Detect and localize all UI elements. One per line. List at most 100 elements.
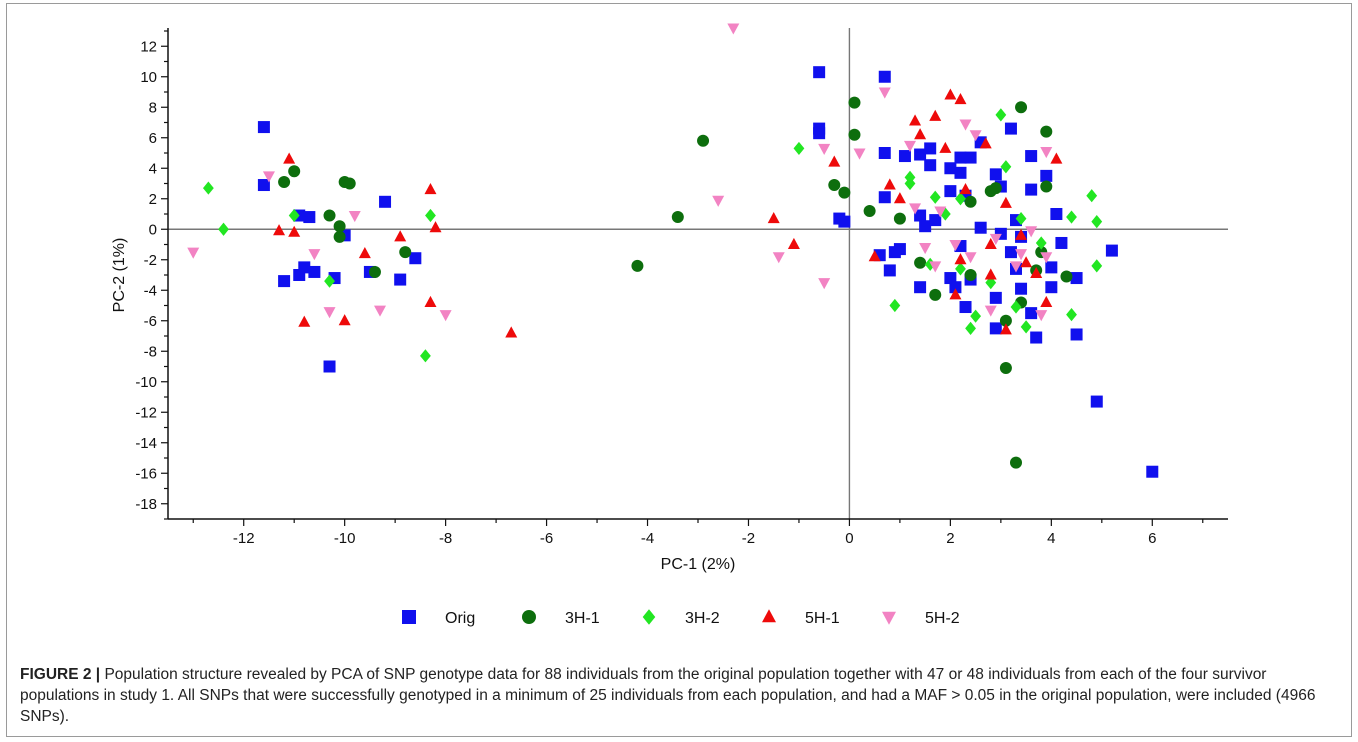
y-tick-label: 10 [140,69,157,86]
data-point [848,128,861,141]
data-point [818,278,831,290]
data-point [970,309,982,323]
legend-label: Orig [445,610,475,627]
series-5h-2 [187,23,1053,322]
data-point [954,93,967,105]
legend-item-5h-1: 5H-1 [762,609,840,627]
data-point [989,291,1002,304]
data-point [1035,310,1048,322]
data-point [995,108,1007,122]
data-point [883,264,896,277]
data-point [1000,160,1012,174]
series-3h-1 [278,96,1073,469]
data-point [409,252,422,265]
data-point [878,70,891,83]
data-point [379,195,392,208]
series-5h-1 [273,88,1063,338]
data-point [1040,169,1053,182]
data-point [323,209,336,222]
data-point [787,237,800,249]
data-point [929,261,942,273]
legend-marker [882,611,896,625]
data-point [999,196,1012,208]
data-point [914,148,927,161]
data-point [278,275,291,288]
data-point [218,222,229,236]
data-point [1004,122,1017,135]
data-point [394,230,407,242]
y-tick-label: 6 [149,130,157,147]
y-tick-label: -8 [144,343,157,360]
data-point [944,162,957,175]
data-point [939,141,952,153]
data-point [1045,281,1058,294]
data-point [989,182,1002,195]
data-point [671,211,684,224]
data-point [883,178,896,190]
data-point [420,349,431,363]
data-point [1035,236,1047,250]
data-point [1040,252,1053,264]
legend-marker [402,610,416,624]
data-point [989,322,1002,335]
data-point [767,211,780,224]
x-tick-label: -8 [439,530,452,547]
data-point [1020,320,1032,334]
data-point [1010,261,1022,273]
data-point [853,148,866,160]
data-point [929,190,941,204]
legend-item-orig: Orig [402,610,475,627]
data-point [944,185,957,198]
y-tick-label: -14 [135,435,157,452]
data-point [1015,211,1027,226]
data-point [914,128,927,140]
data-point [893,212,906,225]
data-point [368,265,381,278]
data-point [924,159,937,172]
figure-frame [6,3,1352,737]
data-point [262,171,275,183]
data-point [863,204,876,217]
data-point [424,295,437,307]
data-point [999,314,1012,327]
data-point [979,137,992,149]
x-tick-label: 0 [845,530,853,547]
data-point [813,127,826,140]
pca-scatter-plot: -12 -10 -8 -6 -4 -2 0 2 4 6 12 10 8 6 4 2 0 -2 -4 -6 -8 -10 -1… [111,23,1228,627]
data-point [919,220,932,233]
data-point [848,96,861,109]
legend-marker [762,609,776,623]
data-point [924,142,937,155]
data-point [1050,208,1063,220]
data-point [959,301,972,314]
data-point [1105,244,1118,257]
data-point [394,273,407,286]
data-point [1066,210,1077,224]
figure-caption: FIGURE 2 | Population structure revealed… [20,664,1340,727]
data-point [919,243,932,255]
data-point [818,143,831,156]
data-point [1090,395,1103,408]
legend-marker [522,610,536,624]
y-tick-label: -12 [135,404,157,421]
x-tick-label: 4 [1047,530,1055,547]
data-point [772,252,785,264]
data-point [273,224,286,236]
y-tick-label: -4 [144,282,157,299]
data-point [288,208,300,223]
y-tick-label: -2 [144,252,157,269]
x-tick-label: -2 [742,530,755,547]
data-point [1004,246,1017,259]
data-point [1015,101,1028,114]
data-point [959,183,972,195]
data-point [984,305,997,317]
data-point [333,230,346,243]
data-point [1146,465,1159,478]
data-point [955,262,966,276]
x-tick-label: 2 [946,530,954,547]
data-point [955,192,966,206]
y-tick-label: 4 [149,160,157,177]
y-axis-title: PC-2 (1%) [111,238,128,313]
data-point [348,211,361,223]
data-point [1070,272,1083,285]
